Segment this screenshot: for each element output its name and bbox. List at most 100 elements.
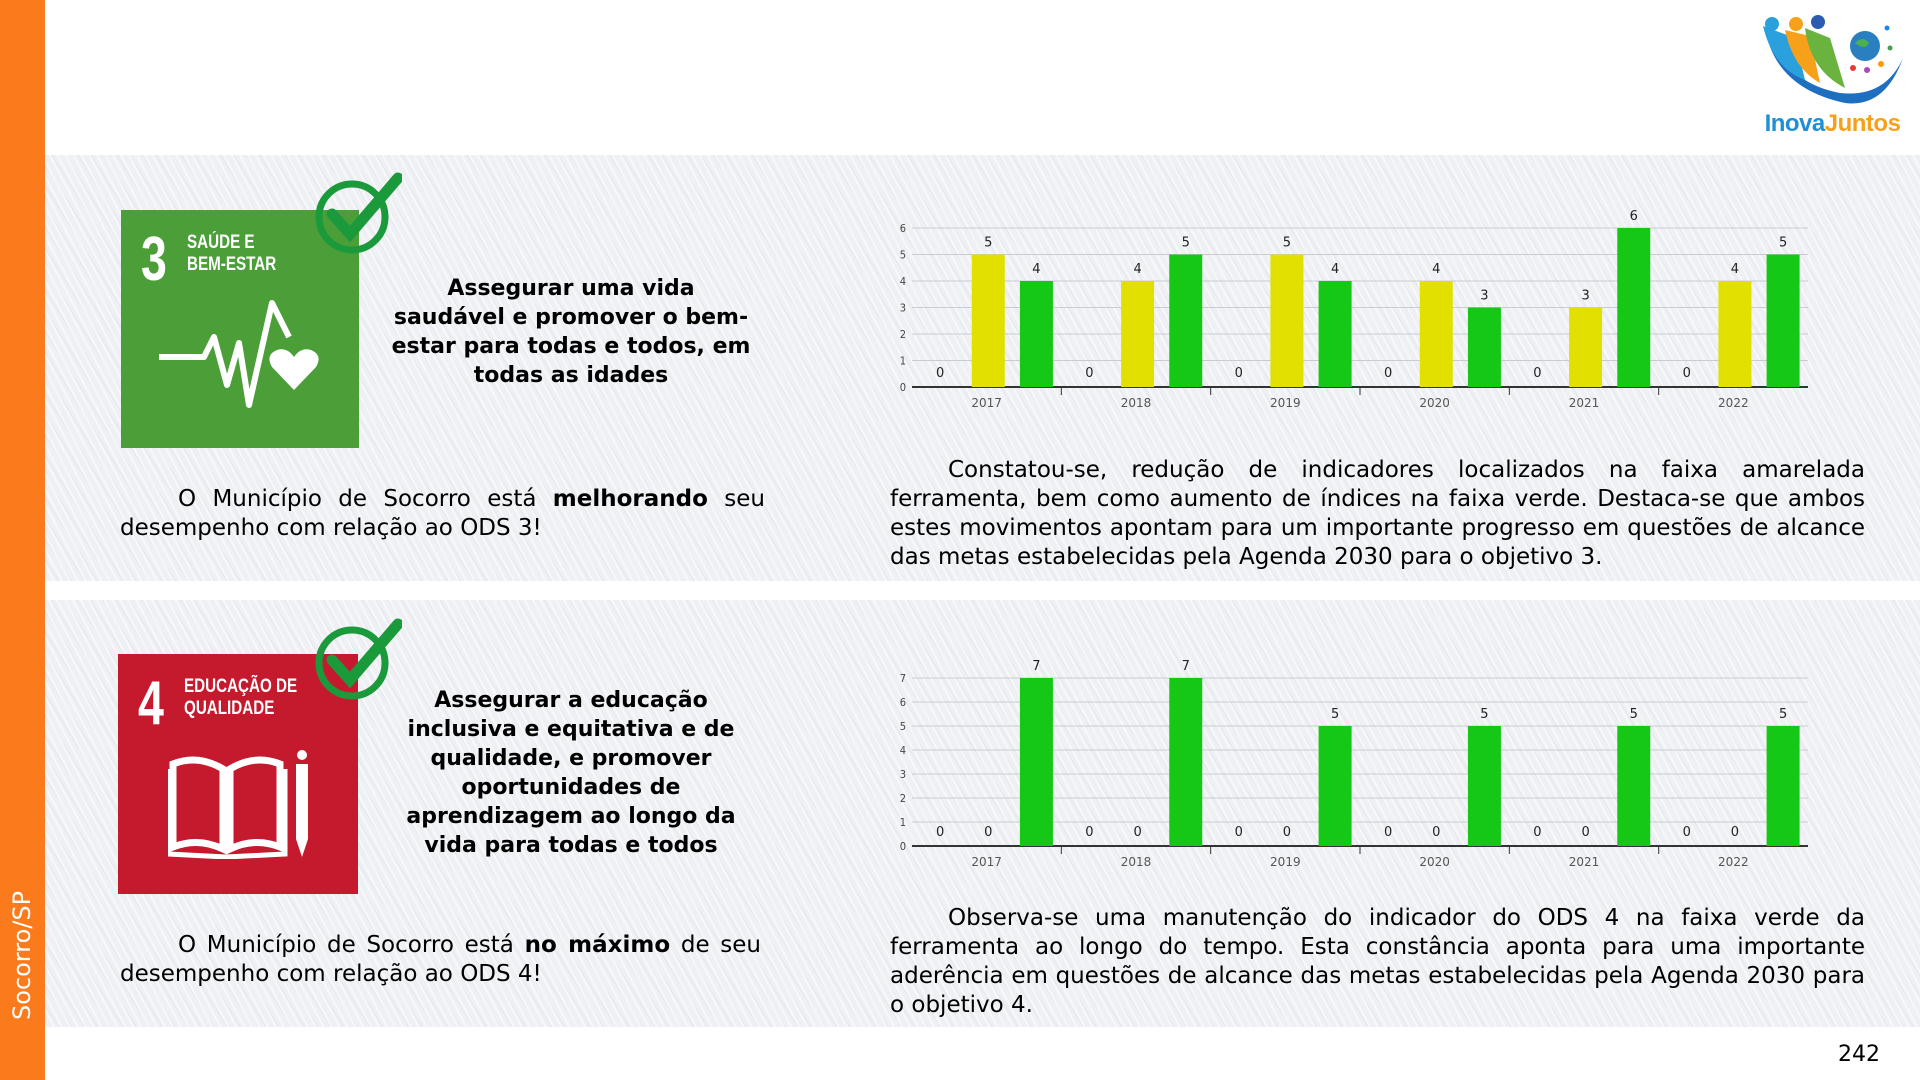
x-tick-label: 2021 xyxy=(1569,396,1600,410)
data-label: 0 xyxy=(936,825,944,840)
x-tick-label: 2021 xyxy=(1569,855,1600,869)
sdg-title: SAÚDE E BEM-ESTAR xyxy=(187,232,277,275)
logo-graphic-icon xyxy=(1763,15,1903,104)
data-label: 5 xyxy=(1779,236,1787,251)
data-label: 4 xyxy=(1432,262,1440,277)
bar-green xyxy=(1169,678,1203,846)
bar-green xyxy=(1467,726,1501,846)
bar-yellow xyxy=(1419,281,1453,387)
data-label: 0 xyxy=(1283,825,1291,840)
data-label: 0 xyxy=(1384,366,1392,381)
y-tick-label: 1 xyxy=(900,816,906,829)
data-label: 0 xyxy=(1235,366,1243,381)
x-tick-label: 2022 xyxy=(1718,396,1749,410)
logo-text-inova: Inova xyxy=(1764,110,1826,137)
data-label: 5 xyxy=(1480,707,1488,722)
status-text: O Município de Socorro está xyxy=(178,486,553,512)
y-tick-label: 5 xyxy=(900,249,906,262)
data-label: 7 xyxy=(1182,659,1190,674)
bar-yellow xyxy=(1718,281,1752,387)
data-label: 0 xyxy=(1731,825,1739,840)
ods4-goal-text: Assegurar a educação inclusiva e equitat… xyxy=(406,688,736,858)
bar-green xyxy=(1766,726,1800,846)
book-pencil-icon xyxy=(168,750,308,859)
ods4-analysis-text: Observa-se uma manutenção do indicador d… xyxy=(890,905,1865,1018)
y-tick-label: 4 xyxy=(900,275,906,288)
y-tick-label: 0 xyxy=(900,840,906,853)
y-tick-label: 3 xyxy=(900,302,906,315)
status-highlight: no máximo xyxy=(524,932,671,958)
data-label: 3 xyxy=(1581,289,1589,304)
data-label: 0 xyxy=(1533,825,1541,840)
sdg-number: 4 xyxy=(138,669,164,738)
y-tick-label: 6 xyxy=(900,222,906,235)
x-tick-label: 2020 xyxy=(1419,855,1450,869)
ods3-status-text: O Município de Socorro está melhorando s… xyxy=(120,485,765,543)
data-label: 0 xyxy=(1683,825,1691,840)
check-icon xyxy=(315,618,402,700)
bar-green xyxy=(1318,281,1352,387)
data-label: 0 xyxy=(1085,825,1093,840)
y-tick-label: 4 xyxy=(900,744,906,757)
data-label: 0 xyxy=(1235,825,1243,840)
x-tick-label: 2018 xyxy=(1121,855,1152,869)
data-label: 4 xyxy=(1731,262,1739,277)
logo-text-juntos: Juntos xyxy=(1824,110,1901,137)
y-tick-label: 0 xyxy=(900,381,906,394)
data-label: 3 xyxy=(1480,289,1488,304)
bar-green xyxy=(1169,254,1203,387)
y-tick-label: 2 xyxy=(900,328,906,341)
data-label: 0 xyxy=(1683,366,1691,381)
ods4-status-text: O Município de Socorro está no máximo de… xyxy=(120,931,761,989)
data-label: 0 xyxy=(1133,825,1141,840)
data-label: 0 xyxy=(1384,825,1392,840)
y-tick-label: 3 xyxy=(900,768,906,781)
bar-yellow xyxy=(1569,307,1603,387)
ods3-goal-text: Assegurar uma vida saudável e promover o… xyxy=(391,276,751,388)
x-tick-label: 2017 xyxy=(971,855,1002,869)
y-tick-label: 2 xyxy=(900,792,906,805)
data-label: 7 xyxy=(1032,659,1040,674)
logo-text: InovaJuntos xyxy=(1755,110,1910,138)
x-tick-label: 2019 xyxy=(1270,855,1301,869)
status-text: de seu desempenho com relação ao ODS 4! xyxy=(120,932,762,987)
sdg-number: 3 xyxy=(141,225,167,294)
x-tick-label: 2019 xyxy=(1270,396,1301,410)
data-label: 0 xyxy=(1432,825,1440,840)
bar-yellow xyxy=(1121,281,1155,387)
data-label: 4 xyxy=(1032,262,1040,277)
x-tick-label: 2020 xyxy=(1419,396,1450,410)
bar-green xyxy=(1467,307,1501,387)
heartbeat-heart-icon xyxy=(159,300,319,408)
bar-green xyxy=(1766,254,1800,387)
data-label: 0 xyxy=(1581,825,1589,840)
data-label: 0 xyxy=(1085,366,1093,381)
data-label: 0 xyxy=(936,366,944,381)
sidebar: Socorro/SP xyxy=(0,0,45,1080)
y-tick-label: 6 xyxy=(900,696,906,709)
data-label: 5 xyxy=(1331,707,1339,722)
x-tick-label: 2018 xyxy=(1121,396,1152,410)
bar-green xyxy=(1617,726,1651,846)
status-highlight: melhorando xyxy=(552,486,708,512)
bar-green xyxy=(1019,281,1053,387)
data-label: 5 xyxy=(1283,236,1291,251)
data-label: 5 xyxy=(984,236,992,251)
bar-yellow xyxy=(971,254,1005,387)
y-tick-label: 7 xyxy=(900,672,906,685)
bar-green xyxy=(1019,678,1053,846)
bar-green xyxy=(1617,228,1651,387)
data-label: 0 xyxy=(1533,366,1541,381)
status-text: seu desempenho com relação ao ODS 3! xyxy=(120,486,765,541)
page-number: 242 xyxy=(1838,1042,1880,1067)
sdg3-icon: 3 SAÚDE E BEM-ESTAR xyxy=(121,210,359,448)
bar-yellow xyxy=(1270,254,1304,387)
inova-juntos-logo: InovaJuntos xyxy=(1755,8,1910,138)
status-text: O Município de Socorro está xyxy=(178,932,525,958)
data-label: 5 xyxy=(1779,707,1787,722)
x-tick-label: 2022 xyxy=(1718,855,1749,869)
data-label: 6 xyxy=(1630,209,1638,224)
x-tick-label: 2017 xyxy=(971,396,1002,410)
